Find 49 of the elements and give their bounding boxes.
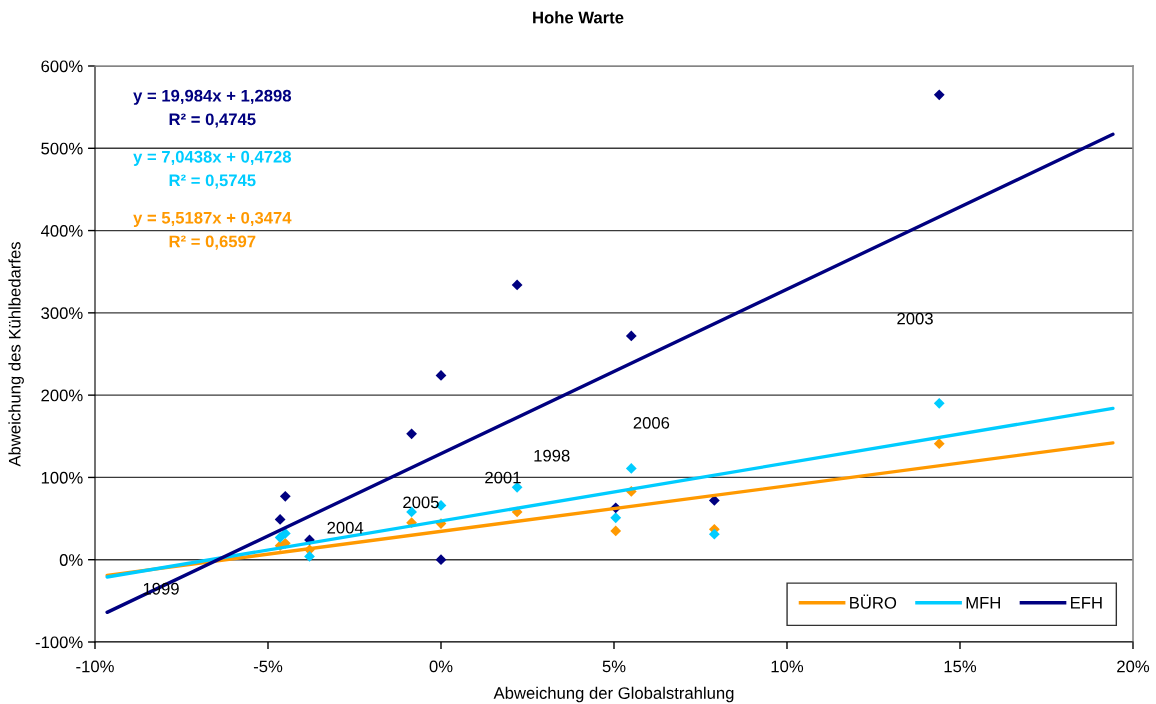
annotation: y = 19,984x + 1,2898 [133, 89, 292, 105]
y-tick-label: 0% [59, 554, 83, 566]
point [279, 490, 291, 502]
point [625, 463, 637, 474]
point [933, 438, 945, 450]
annotation: 2006 [633, 416, 670, 429]
point [933, 89, 945, 101]
annotation: 2005 [403, 496, 439, 509]
point [511, 279, 523, 291]
x-tick-label: -10% [76, 660, 114, 673]
y-tick-label: 200% [41, 389, 83, 402]
legend-label: MFH [966, 597, 1000, 609]
point [625, 330, 637, 342]
x-tick-label: 0% [429, 660, 453, 673]
point [279, 528, 291, 539]
annotation: 2004 [327, 521, 364, 534]
y-tick-label: -100% [35, 636, 83, 649]
annotation: 1998 [534, 449, 570, 462]
chart-title: Hohe Warte [533, 11, 624, 24]
x-axis-title: Abweichung der Globalstrahlung [493, 686, 734, 703]
x-tick-label: 15% [944, 660, 977, 673]
annotation: R² = 0,6597 [169, 235, 256, 250]
y-tick-label: 600% [41, 60, 83, 73]
point [610, 525, 622, 537]
x-tick-label: 10% [771, 660, 804, 673]
y-tick-label: 500% [41, 142, 83, 155]
x-tick-label: 20% [1117, 660, 1150, 673]
y-axis-title: Abweichung des Kühlbedarfes [8, 242, 24, 467]
point [708, 495, 720, 506]
annotation: 2003 [897, 312, 933, 325]
y-tick-label: 100% [41, 471, 83, 484]
point [274, 514, 286, 525]
point [610, 512, 622, 524]
point [708, 528, 720, 540]
annotation: y = 5,5187x + 0,3474 [133, 211, 292, 227]
point [933, 397, 945, 409]
y-tick-label: 400% [40, 224, 83, 237]
point [435, 554, 447, 566]
legend-label: BÜRO [850, 594, 897, 609]
y-tick-label: 300% [41, 307, 83, 320]
annotation: R² = 0,4745 [169, 113, 256, 128]
x-tick-label: 5% [602, 660, 626, 673]
annotation: y = 7,0438x + 0,4728 [133, 150, 292, 166]
x-tick-label: -5% [253, 660, 283, 673]
legend-label: EFH [1071, 597, 1102, 609]
annotation: R² = 0,5745 [169, 174, 256, 189]
point [406, 428, 417, 440]
point [304, 551, 315, 562]
point [435, 370, 447, 381]
